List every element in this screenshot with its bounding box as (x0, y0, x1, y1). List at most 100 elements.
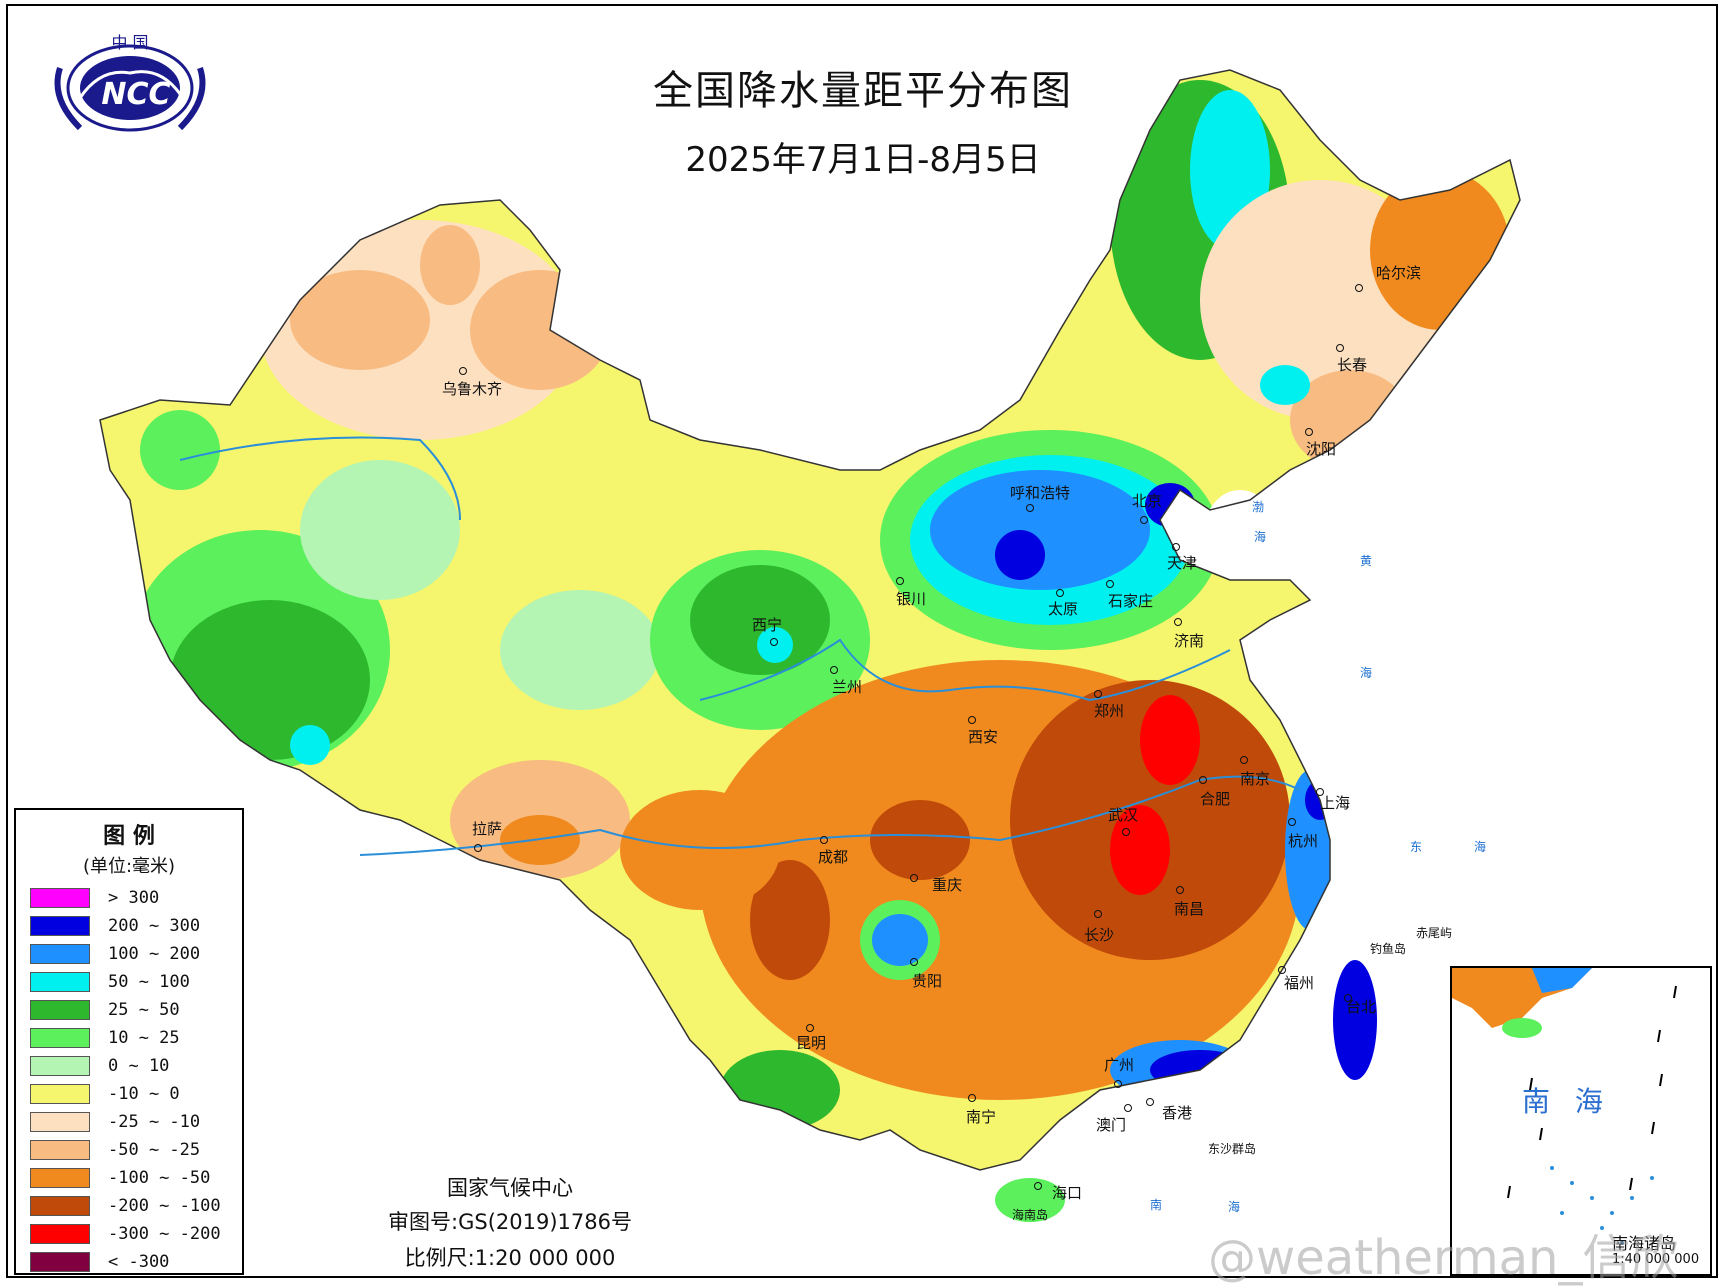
ncc-logo: 中 国 NCC (54, 33, 206, 132)
legend-unit: (单位:毫米) (82, 856, 176, 877)
legend-swatch (30, 972, 90, 992)
map-scale: 比例尺:1:20 000 000 (404, 1246, 616, 1270)
city-label: 昆明 (796, 1034, 827, 1052)
city-label: 拉萨 (472, 820, 503, 838)
city-label: 杭州 (1288, 832, 1319, 850)
city-marker (1140, 516, 1148, 524)
inset-label: 南海诸岛 (1612, 1234, 1677, 1253)
legend-panel: 图 例 (单位:毫米) > 300 200 ~ 300 100 ~ 200 50 ~ … (14, 808, 244, 1275)
city-label: 沈阳 (1306, 440, 1337, 458)
city-marker (896, 577, 904, 585)
legend-swatch (30, 888, 90, 908)
city-label: 长春 (1337, 356, 1368, 374)
legend-item: -100 ~ -50 (16, 1164, 242, 1192)
city-marker (910, 874, 918, 882)
legend-label: -100 ~ -50 (108, 1168, 211, 1188)
city-marker (1094, 690, 1102, 698)
legend-swatch (30, 1028, 90, 1048)
city-label: 呼和浩特 (1010, 484, 1071, 502)
city-marker (1122, 828, 1130, 836)
legend-item: 50 ~ 100 (16, 968, 242, 996)
sea-label: 海 (1228, 1200, 1241, 1214)
city-label: 澳门 (1096, 1116, 1127, 1134)
city-label: 南宁 (966, 1108, 997, 1126)
sea-label: 东 (1410, 840, 1423, 854)
city-marker (1336, 344, 1344, 352)
city-marker (1124, 1104, 1132, 1112)
legend-swatch (30, 916, 90, 936)
logo-acronym: NCC (101, 77, 170, 112)
city-label: 香港 (1162, 1104, 1193, 1122)
legend-item: > 300 (16, 884, 242, 912)
city-marker (1288, 818, 1296, 826)
city-label: 石家庄 (1108, 592, 1154, 610)
legend-label: -300 ~ -200 (108, 1224, 221, 1244)
legend-swatch (30, 1252, 90, 1272)
city-marker (1176, 886, 1184, 894)
sea-label: 南 (1150, 1198, 1163, 1212)
city-marker (1240, 756, 1248, 764)
city-label: 合肥 (1200, 790, 1231, 808)
island-label: 东沙群岛 (1208, 1142, 1257, 1156)
legend-item: -50 ~ -25 (16, 1136, 242, 1164)
city-marker (1146, 1098, 1154, 1106)
sea-label: 海 (1360, 666, 1373, 680)
city-marker (1278, 966, 1286, 974)
city-label: 天津 (1167, 554, 1198, 572)
legend-label: -10 ~ 0 (108, 1084, 180, 1104)
city-label: 南京 (1240, 770, 1271, 788)
legend-label: 100 ~ 200 (108, 944, 201, 964)
city-label: 重庆 (932, 876, 963, 894)
legend-label: 25 ~ 50 (108, 1000, 180, 1020)
city-label: 北京 (1132, 492, 1163, 510)
city-label: 台北 (1346, 998, 1377, 1016)
city-marker (1114, 1080, 1122, 1088)
legend-swatch (30, 1196, 90, 1216)
city-label: 福州 (1284, 974, 1315, 992)
city-marker (1174, 618, 1182, 626)
city-label: 西宁 (752, 616, 783, 634)
legend-item: -10 ~ 0 (16, 1080, 242, 1108)
legend-item: -200 ~ -100 (16, 1192, 242, 1220)
city-label: 太原 (1048, 600, 1079, 618)
legend-swatch (30, 1056, 90, 1076)
city-label: 兰州 (832, 678, 863, 696)
legend-swatch (30, 1224, 90, 1244)
city-marker (910, 958, 918, 966)
city-marker (770, 638, 778, 646)
map-frame (6, 4, 1718, 1278)
city-marker (1199, 776, 1207, 784)
island-label: 钓鱼岛 (1370, 942, 1407, 956)
legend-label: 0 ~ 10 (108, 1056, 170, 1076)
city-marker (968, 716, 976, 724)
legend-label: 200 ~ 300 (108, 916, 201, 936)
legend-label: -200 ~ -100 (108, 1196, 221, 1216)
legend-label: 50 ~ 100 (108, 972, 190, 992)
city-marker (968, 1094, 976, 1102)
legend-item: -300 ~ -200 (16, 1220, 242, 1248)
island-label: 赤尾屿 (1416, 926, 1453, 940)
city-marker (1094, 910, 1102, 918)
agency-credit: 国家气候中心 (447, 1176, 573, 1200)
city-marker (1305, 428, 1313, 436)
map-title: 全国降水量距平分布图 (653, 68, 1073, 114)
sea-label: 海 (1474, 840, 1487, 854)
city-label: 郑州 (1094, 702, 1125, 720)
legend-swatch (30, 944, 90, 964)
city-marker (1106, 580, 1114, 588)
legend-swatch (30, 1168, 90, 1188)
city-marker (1344, 994, 1352, 1002)
city-label: 广州 (1104, 1056, 1135, 1074)
city-label: 南昌 (1174, 900, 1205, 918)
south-china-sea-inset: 南 海 南海诸岛 1:40 000 000 (1450, 966, 1712, 1276)
legend-label: > 300 (108, 888, 160, 908)
city-marker (1034, 1182, 1042, 1190)
city-marker (1355, 284, 1363, 292)
city-marker (806, 1024, 814, 1032)
city-marker (1172, 543, 1180, 551)
city-marker (1026, 504, 1034, 512)
sea-label: 黄 (1360, 554, 1373, 568)
legend-swatch (30, 1084, 90, 1104)
legend-item: -25 ~ -10 (16, 1108, 242, 1136)
